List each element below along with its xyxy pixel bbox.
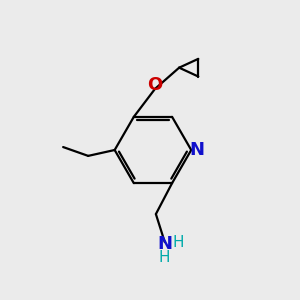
Text: N: N [157, 236, 172, 253]
Text: H: H [172, 235, 184, 250]
Text: O: O [147, 76, 163, 94]
Text: H: H [159, 250, 170, 265]
Text: N: N [189, 141, 204, 159]
